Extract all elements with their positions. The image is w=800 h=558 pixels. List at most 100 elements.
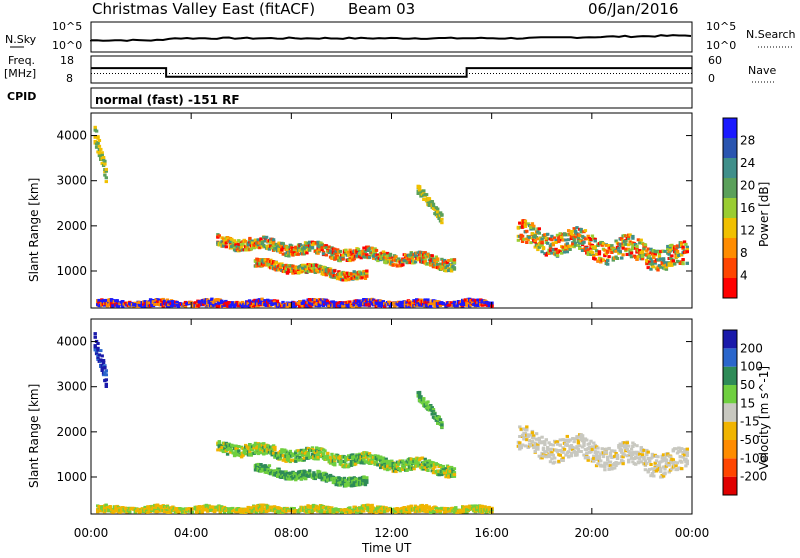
echo-cell <box>573 440 576 443</box>
nsky-panel: N.Sky 10^5 10^0 10^5 10^0 N.Search <box>5 20 796 52</box>
echo-cell <box>585 439 588 442</box>
echo-cell <box>98 145 101 148</box>
echo-cell <box>616 257 619 260</box>
echo-cell <box>532 228 535 231</box>
colorbar-tick: 12 <box>740 224 755 238</box>
nave-label: Nave <box>748 64 776 77</box>
echo-cell <box>105 176 108 179</box>
colorbar-segment <box>723 278 737 298</box>
colorbar-segment <box>723 218 737 238</box>
echo-cell <box>621 253 624 256</box>
echo-cell <box>105 180 108 183</box>
echo-cell <box>673 263 676 266</box>
echo-cell <box>626 441 629 444</box>
echo-cell <box>218 440 221 443</box>
echo-cell <box>620 257 623 260</box>
echo-cell <box>556 254 559 257</box>
echo-cell <box>640 239 643 242</box>
colorbar-segment <box>723 238 737 258</box>
echo-cell <box>686 250 689 253</box>
colorbar-segment <box>723 138 737 158</box>
echo-cell <box>656 269 659 272</box>
echo-cell <box>561 459 564 462</box>
freq-tick-top: 18 <box>60 54 74 67</box>
echo-cell <box>616 457 619 460</box>
echo-cell <box>605 451 608 454</box>
echo-cell <box>375 249 378 252</box>
echo-cell <box>680 467 683 470</box>
echo-cell <box>663 468 666 471</box>
freq-label-1: Freq. <box>8 54 35 67</box>
beam-label: Beam 03 <box>348 0 415 18</box>
echo-cell <box>630 448 633 451</box>
echo-cell <box>542 246 545 249</box>
echo-cell <box>559 454 562 457</box>
echo-cell <box>422 189 425 192</box>
echo-cell <box>525 241 528 244</box>
echo-cell <box>429 305 432 308</box>
echo-cell <box>587 459 590 462</box>
echo-cell <box>128 510 131 513</box>
echo-cell <box>540 241 543 244</box>
echo-cell <box>676 250 679 253</box>
echo-cell <box>99 148 102 151</box>
echo-cell <box>648 460 651 463</box>
colorbar-tick: 20 <box>740 179 755 193</box>
colorbar-tick: 4 <box>740 269 748 283</box>
echo-cell <box>610 244 613 247</box>
echo-cell <box>559 444 562 447</box>
echo-cell <box>268 464 271 467</box>
echo-cell <box>540 436 543 439</box>
echo-cell <box>426 469 429 472</box>
ytick-label: 4000 <box>56 129 87 143</box>
echo-cell <box>538 227 541 230</box>
echo-cell <box>684 243 687 246</box>
echo-cell <box>365 270 368 273</box>
echo-cell <box>103 160 106 163</box>
echo-cell <box>587 456 590 459</box>
echo-cell <box>659 470 662 473</box>
echo-cell <box>599 459 602 462</box>
echo-cell <box>326 452 329 455</box>
echo-cell <box>591 251 594 254</box>
echo-cell <box>339 250 342 253</box>
echo-cell <box>644 243 647 246</box>
echo-cell <box>568 248 571 251</box>
echo-cell <box>686 262 689 265</box>
echo-cell <box>582 241 585 244</box>
freq-label-2: [MHz] <box>4 67 36 80</box>
echo-cell <box>603 468 606 471</box>
colorbar-tick: 28 <box>740 134 755 148</box>
echo-cell <box>333 462 336 465</box>
echo-cell <box>333 269 336 272</box>
ytick-label: 2000 <box>56 219 87 233</box>
echo-cell <box>426 298 429 301</box>
echo-cell <box>663 471 666 474</box>
echo-cell <box>662 257 665 260</box>
echo-cell <box>102 156 105 159</box>
echo-cell <box>440 214 443 217</box>
echo-cell <box>546 233 549 236</box>
echo-cell <box>535 432 538 435</box>
cpid-label: CPID <box>7 90 36 103</box>
ytick-label: 1000 <box>56 264 87 278</box>
echo-cell <box>431 200 434 203</box>
echo-cell <box>440 221 443 224</box>
power-colorbar-label: Power [dB] <box>757 182 771 247</box>
echo-cell <box>532 225 535 228</box>
echo-cell <box>566 435 569 438</box>
echo-cell <box>305 251 308 254</box>
echo-cell <box>552 454 555 457</box>
echo-cell <box>580 450 583 453</box>
echo-cell <box>453 261 456 264</box>
echo-cell <box>588 442 591 445</box>
echo-cell <box>553 461 556 464</box>
freq-frame <box>91 56 692 83</box>
echo-cell <box>536 446 539 449</box>
echo-cell <box>552 444 555 447</box>
echo-cell <box>686 452 689 455</box>
echo-cell <box>265 236 268 239</box>
colorbar-tick: 24 <box>740 156 755 170</box>
